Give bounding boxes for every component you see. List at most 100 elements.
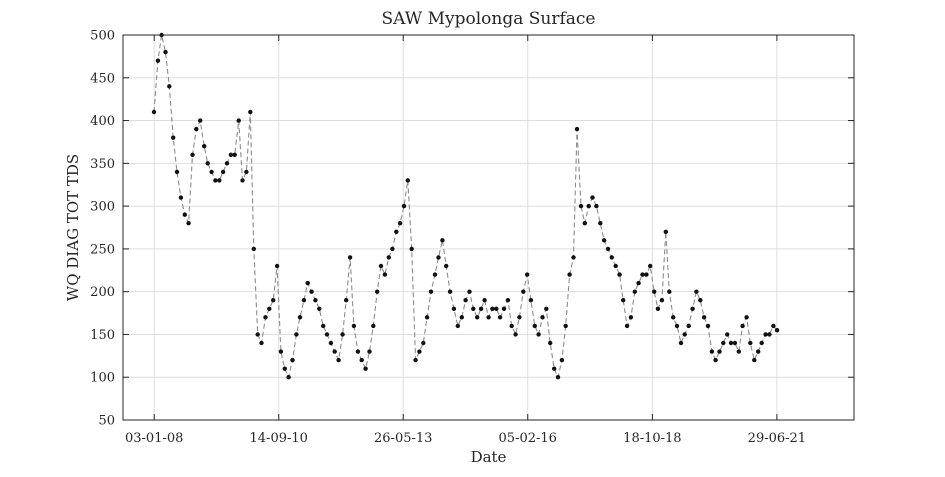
data-point: [351, 323, 357, 329]
data-point: [609, 255, 614, 260]
data-point: [582, 221, 587, 226]
data-point: [267, 306, 272, 311]
data-point: [397, 221, 403, 226]
data-point: [628, 315, 634, 320]
data-point: [521, 289, 526, 294]
data-point: [740, 323, 745, 329]
data-point: [698, 298, 703, 303]
x-tick-label: 29-06-21: [748, 431, 806, 446]
data-point: [263, 315, 268, 320]
data-point: [198, 118, 203, 123]
data-point: [490, 306, 495, 311]
data-point: [232, 152, 237, 157]
data-point: [367, 349, 372, 354]
data-point: [486, 315, 491, 320]
y-tick-label: 300: [90, 200, 115, 215]
data-point: [171, 135, 176, 140]
data-point: [174, 169, 180, 175]
data-point: [652, 289, 657, 294]
data-point: [336, 357, 341, 363]
data-point: [428, 289, 434, 294]
data-point: [271, 298, 276, 303]
series-layer: [151, 32, 780, 380]
data-point: [682, 332, 687, 337]
data-point: [509, 323, 514, 329]
data-point: [632, 289, 637, 294]
data-point: [255, 332, 260, 337]
data-point: [571, 255, 576, 260]
data-point: [559, 357, 565, 363]
data-point: [371, 323, 376, 329]
data-point: [701, 315, 707, 320]
data-point: [328, 340, 334, 346]
data-point: [732, 340, 738, 346]
x-tick-label: 18-10-18: [623, 431, 681, 446]
data-point: [717, 349, 722, 354]
data-point: [736, 349, 741, 354]
data-point: [290, 357, 295, 363]
data-point: [525, 272, 530, 277]
data-point: [340, 332, 345, 337]
data-point: [590, 195, 595, 200]
data-point: [167, 84, 172, 89]
y-tick-label: 50: [98, 414, 115, 429]
data-point: [309, 289, 314, 294]
data-point: [163, 49, 168, 55]
data-point: [321, 323, 326, 329]
data-point: [482, 298, 487, 303]
data-point: [756, 349, 761, 354]
data-point: [655, 306, 661, 311]
data-point: [347, 255, 353, 260]
data-point: [705, 323, 711, 329]
data-point: [721, 340, 726, 346]
data-point: [421, 340, 426, 346]
data-point: [548, 340, 553, 346]
y-tick-label: 450: [90, 71, 115, 86]
x-tick-label: 26-05-13: [374, 431, 432, 446]
x-axis-label: Date: [471, 448, 507, 466]
data-point: [759, 340, 764, 346]
data-point: [224, 161, 230, 166]
data-point: [432, 272, 438, 277]
data-point: [505, 298, 511, 303]
data-point: [359, 357, 364, 363]
data-point: [678, 340, 684, 346]
data-point: [248, 109, 253, 115]
data-point: [332, 349, 337, 354]
data-point: [532, 323, 537, 329]
data-point: [648, 263, 653, 269]
data-point: [440, 238, 445, 243]
data-point: [636, 280, 641, 286]
data-point: [540, 315, 545, 320]
data-point: [617, 272, 622, 277]
data-point: [578, 203, 584, 209]
data-point: [213, 178, 218, 183]
data-point: [728, 340, 734, 346]
data-point: [544, 306, 549, 311]
data-point: [497, 315, 503, 320]
data-point: [202, 144, 207, 149]
grid: [123, 34, 854, 421]
y-tick-label: 150: [90, 328, 115, 343]
data-point: [467, 289, 472, 294]
data-point: [528, 298, 534, 303]
data-point: [209, 169, 214, 175]
data-point: [251, 246, 256, 252]
data-point: [752, 357, 757, 363]
data-point: [771, 323, 776, 329]
data-point: [409, 246, 414, 252]
y-tick-label: 250: [90, 242, 115, 257]
data-point: [447, 289, 453, 294]
data-point: [774, 328, 780, 333]
data-point: [744, 315, 749, 320]
data-point: [478, 306, 484, 311]
data-point: [182, 212, 187, 217]
data-point: [501, 306, 507, 311]
data-point: [455, 323, 460, 329]
data-point: [244, 169, 249, 175]
data-point: [536, 332, 541, 337]
data-point: [278, 349, 284, 354]
data-point: [671, 315, 676, 320]
data-point: [748, 340, 753, 346]
